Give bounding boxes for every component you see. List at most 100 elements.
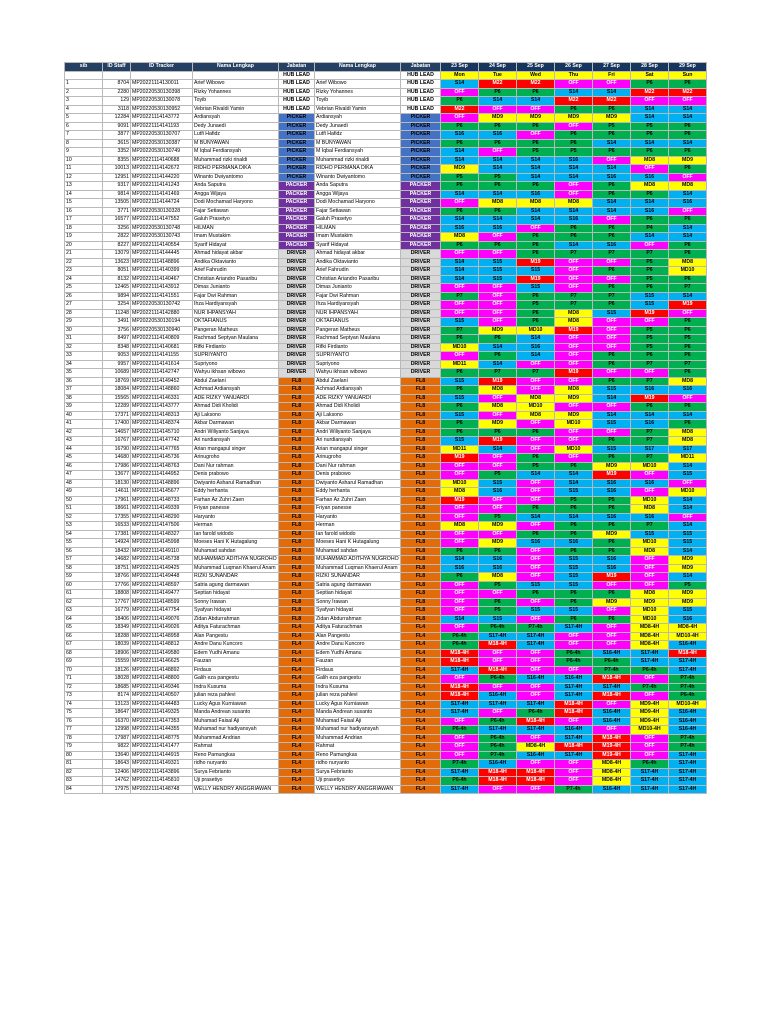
staff-role-repeat: DRIVER [400, 266, 441, 276]
tracker-id: MP20221114140467 [130, 274, 193, 284]
staff-role: DRIVER [278, 300, 315, 310]
header-cell: 24 Sep [478, 62, 517, 72]
shift-cell: S17-4H [630, 657, 669, 667]
staff-role: FL8 [278, 529, 315, 539]
shift-cell: S15 [668, 529, 707, 539]
tracker-id: MP20221114146331 [130, 393, 193, 403]
staff-role: FL4 [278, 623, 315, 633]
shift-cell: OFF [516, 555, 555, 565]
shift-cell: S15 [668, 606, 707, 616]
tracker-id: MP20221114145998 [130, 538, 193, 548]
row-number: 69 [64, 657, 103, 667]
shift-cell: MD9-4H [630, 699, 669, 709]
staff-id: 18766 [102, 572, 131, 582]
table-row: 7 3877 MP20220530130707 Lutfi Hafidz PICKER L… [64, 130, 707, 140]
row-number: 48 [64, 478, 103, 488]
tracker-id: MP20221114144445 [130, 249, 193, 259]
shift-cell: S17-4H [668, 759, 707, 769]
tracker-id: MP20221114149448 [130, 572, 193, 582]
shift-cell: MD10-4H [630, 725, 669, 735]
staff-id: 9091 [102, 121, 131, 131]
staff-role-repeat: FL8 [400, 410, 441, 420]
shift-cell: OFF [516, 682, 555, 692]
staff-id: 2280 [102, 87, 131, 97]
shift-cell: MD8 [440, 232, 479, 242]
shift-cell: P6 [516, 181, 555, 191]
shift-cell: MD9 [592, 113, 631, 123]
staff-id: 8355 [102, 155, 131, 165]
shift-cell: S14 [440, 147, 479, 157]
staff-id: 18084 [102, 385, 131, 395]
staff-name: RIDHO PERMANA DIKA [192, 164, 279, 174]
shift-cell: S16 [592, 172, 631, 182]
shift-cell: S14 [440, 274, 479, 284]
shift-cell: S14 [554, 470, 593, 480]
shift-cell: P6-4h [630, 665, 669, 675]
table-row: 65 18349 MP20221114149026 Aditya Faturachma… [64, 623, 707, 633]
staff-name-repeat: Indra Kusuma [314, 682, 401, 692]
shift-cell: OFF [440, 113, 479, 123]
staff-name-repeat: Winanto Dwiyantomo [314, 172, 401, 182]
staff-role-repeat: PACKER [400, 198, 441, 208]
staff-role-repeat: FL8 [400, 614, 441, 624]
shift-cell: OFF [554, 181, 593, 191]
tracker-id: MP20221114148896 [130, 257, 193, 267]
shift-cell: OFF [478, 682, 517, 692]
shift-cell: S14 [478, 96, 517, 106]
staff-name: RIZKI SUNANDAR [192, 572, 279, 582]
row-number: 52 [64, 512, 103, 522]
shift-cell: OFF [592, 325, 631, 335]
shift-cell: OFF [440, 589, 479, 599]
table-row: 8 3615 MP20220530130387 M BUNYAWAN PICKER M B… [64, 138, 707, 148]
shift-cell: S14 [440, 614, 479, 624]
shift-cell: S14 [668, 572, 707, 582]
staff-name-repeat: Fauzan [314, 657, 401, 667]
tracker-id: MP20221114146625 [130, 657, 193, 667]
table-row: 78 17987 MP20221114148775 Muhammad Andrian F… [64, 733, 707, 743]
header-cell: 28 Sep [630, 62, 669, 72]
shift-cell: P7 [554, 291, 593, 301]
shift-cell: S14 [440, 189, 479, 199]
row-number: 82 [64, 767, 103, 777]
staff-role-repeat: FL8 [400, 555, 441, 565]
shift-cell: MD9 [668, 155, 707, 165]
staff-name-repeat: Friyan panesse [314, 504, 401, 514]
row-number: 80 [64, 750, 103, 760]
staff-role: FL4 [278, 691, 315, 701]
shift-cell: S16-4H [668, 716, 707, 726]
header-cell: Nama Lengkap [314, 62, 401, 72]
shift-cell: P6-4h [554, 657, 593, 667]
shift-cell: S14 [440, 215, 479, 225]
table-row: 80 13640 MP20221114144915 Reno Pamungkas FL4… [64, 750, 707, 760]
staff-name-repeat: Firdaus [314, 665, 401, 675]
shift-cell: P6 [668, 419, 707, 429]
staff-role: PICKER [278, 147, 315, 157]
shift-cell: M22 [592, 96, 631, 106]
staff-name: Dodi Mochamad Haryono [192, 198, 279, 208]
table-row: 51 18661 MP20221114149339 Friyan panesse FL8… [64, 504, 707, 514]
staff-id: 14762 [102, 776, 131, 786]
tracker-id: MP20221114143777 [130, 402, 193, 412]
staff-role-repeat: FL8 [400, 487, 441, 497]
staff-name: ADE RIZKY YANUARDI [192, 393, 279, 403]
staff-name: M BUNYAWAN [192, 138, 279, 148]
shift-cell: OFF [516, 665, 555, 675]
staff-name-repeat: Rahmat [314, 742, 401, 752]
shift-cell: OFF [592, 79, 631, 89]
shift-cell: MD9-4H [630, 716, 669, 726]
staff-role: FL8 [278, 376, 315, 386]
staff-name-repeat: Manda Andrean susanto [314, 708, 401, 718]
staff-name: Lucky Agus Kurniawan [192, 699, 279, 709]
shift-cell: S17-4H [668, 784, 707, 794]
shift-cell: P6 [630, 351, 669, 361]
tracker-id: MP20221114143912 [130, 283, 193, 293]
shift-cell: MD8 [668, 427, 707, 437]
shift-cell: P6 [554, 521, 593, 531]
shift-cell: S16 [668, 614, 707, 624]
shift-cell: OFF [554, 189, 593, 199]
shift-cell: P6 [516, 589, 555, 599]
shift-cell: P6-4h [554, 648, 593, 658]
row-number: 53 [64, 521, 103, 531]
table-row: 2 2280 MP20220530130398 Rizky Yohannes HUB L… [64, 87, 707, 97]
shift-cell: MD8 [668, 257, 707, 267]
